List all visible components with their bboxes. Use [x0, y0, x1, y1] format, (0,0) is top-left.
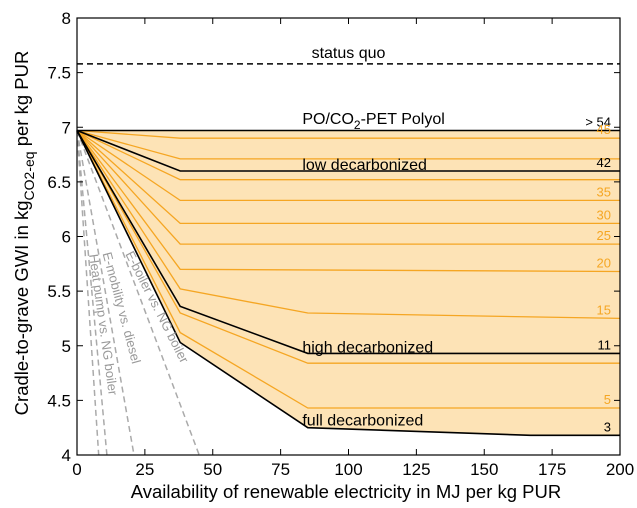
right-label-5: 35: [597, 184, 611, 199]
comparison-line-0: [76, 130, 100, 456]
y-tick-label-5.5: 5.5: [47, 282, 71, 301]
x-tick-label-50: 50: [203, 460, 222, 479]
comparison-line-1: [76, 130, 108, 456]
annotation-status-quo: status quo: [312, 45, 386, 62]
comparison-line-3: [76, 130, 200, 456]
scenario-line-3: [76, 129, 620, 172]
y-tick-label-4: 4: [62, 446, 71, 465]
share-line-5: [76, 129, 620, 202]
scenario-lines-layer: [76, 63, 620, 437]
y-tick-label-6.5: 6.5: [47, 173, 71, 192]
right-label-extra-0: > 54: [585, 115, 611, 130]
x-tick-label-150: 150: [470, 460, 498, 479]
scenario-range-fill: [77, 130, 620, 436]
x-tick-label-200: 200: [606, 460, 634, 479]
right-label-10: 11: [598, 337, 612, 352]
y-axis-title: Cradle-to-grave GWI in kgCO2-eq per kg P…: [11, 51, 37, 416]
right-label-12: 5: [604, 392, 611, 407]
y-tick-label-8: 8: [62, 9, 71, 28]
annotation-polyol: PO/CO2-PET Polyol: [302, 111, 444, 132]
axes: 0 25 50 75 100 125 150 175 200 4 4.5 5 5.5 6 6.5 7 7.5 8: [47, 9, 634, 479]
annotation-high-decarbonized: high decarbonized: [302, 339, 433, 356]
y-tick-label-6: 6: [62, 228, 71, 247]
x-tick-label-125: 125: [402, 460, 430, 479]
share-lines-layer: [76, 129, 621, 409]
comparison-lines-layer: [76, 130, 200, 456]
right-label-3: 42: [597, 155, 611, 170]
x-tick-label-25: 25: [135, 460, 154, 479]
y-tick-label-4.5: 4.5: [47, 391, 71, 410]
fill-area-layer: [77, 130, 620, 436]
y-tick-label-7: 7: [62, 118, 71, 137]
x-tick-label-100: 100: [334, 460, 362, 479]
right-label-13: 3: [604, 419, 611, 434]
x-axis-title: Availability of renewable electricity in…: [131, 481, 561, 502]
share-line-1: [76, 129, 620, 139]
share-line-7: [76, 130, 620, 245]
share-line-2: [76, 129, 620, 160]
comparison-line-2: [76, 130, 135, 456]
right-label-7: 25: [597, 228, 611, 243]
right-label-6: 30: [597, 207, 611, 222]
right-label-9: 15: [597, 302, 611, 317]
y-tick-label-5: 5: [62, 337, 71, 356]
annotation-low-decarbonized: low decarbonized: [302, 157, 427, 174]
annotation-full-decarbonized: full decarbonized: [302, 413, 423, 430]
right-label-8: 20: [597, 255, 611, 270]
scenario-line-10: [76, 130, 620, 355]
scenario-line-13: [76, 130, 620, 437]
share-line-9: [76, 130, 621, 320]
share-line-11: [76, 130, 620, 364]
y-tick-label-7.5: 7.5: [47, 64, 71, 83]
share-line-12: [76, 130, 620, 409]
right-label-1: 45: [597, 122, 611, 137]
share-line-4: [76, 129, 620, 181]
share-line-8: [76, 130, 621, 273]
share-line-6: [76, 130, 620, 225]
x-tick-label-175: 175: [538, 460, 566, 479]
x-tick-label-0: 0: [72, 460, 81, 479]
x-tick-label-75: 75: [271, 460, 290, 479]
